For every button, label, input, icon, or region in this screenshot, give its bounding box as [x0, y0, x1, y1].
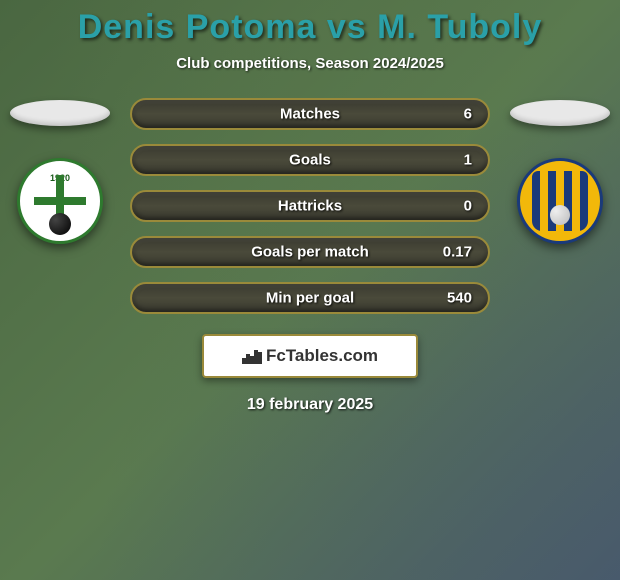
right-player-oval [510, 100, 610, 126]
left-player-column: 1920 [8, 98, 112, 244]
brand-text: FcTables.com [266, 346, 378, 366]
bar-chart-icon [242, 348, 262, 364]
brand-plate[interactable]: FcTables.com [202, 334, 418, 378]
left-club-crest: 1920 [17, 158, 103, 244]
stat-value-right: 6 [464, 106, 472, 123]
stat-label: Matches [280, 106, 340, 123]
stat-row: Hattricks 0 [130, 190, 490, 222]
stat-row: Matches 6 [130, 98, 490, 130]
stat-value-right: 0 [464, 198, 472, 215]
stat-label: Goals [289, 152, 331, 169]
stat-label: Hattricks [278, 198, 342, 215]
date-label: 19 february 2025 [0, 396, 620, 414]
stat-rows: Matches 6 Goals 1 Hattricks 0 Goals per match 0… [112, 98, 508, 314]
right-club-crest [517, 158, 603, 244]
stat-value-right: 540 [447, 290, 472, 307]
stat-label: Min per goal [266, 290, 354, 307]
stat-row: Min per goal 540 [130, 282, 490, 314]
page-subtitle: Club competitions, Season 2024/2025 [0, 55, 620, 72]
stat-value-right: 1 [464, 152, 472, 169]
stat-label: Goals per match [251, 244, 369, 261]
stat-row: Goals per match 0.17 [130, 236, 490, 268]
page-title: Denis Potoma vs M. Tuboly [0, 8, 620, 47]
stat-value-right: 0.17 [443, 244, 472, 261]
right-player-column [508, 98, 612, 244]
stat-row: Goals 1 [130, 144, 490, 176]
left-player-oval [10, 100, 110, 126]
